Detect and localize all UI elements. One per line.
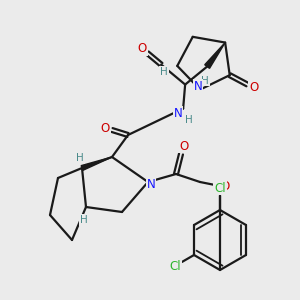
Text: H: H bbox=[160, 67, 168, 76]
Text: O: O bbox=[137, 42, 147, 55]
Text: N: N bbox=[194, 80, 203, 93]
Text: O: O bbox=[220, 179, 230, 193]
Text: H: H bbox=[80, 215, 88, 225]
Text: O: O bbox=[249, 81, 258, 94]
Text: N: N bbox=[174, 107, 182, 120]
Text: Cl: Cl bbox=[169, 260, 181, 272]
Text: H: H bbox=[76, 153, 84, 163]
Text: H: H bbox=[201, 76, 209, 85]
Text: Cl: Cl bbox=[214, 182, 226, 194]
Text: H: H bbox=[185, 115, 193, 124]
Text: O: O bbox=[100, 122, 109, 134]
Text: O: O bbox=[179, 140, 189, 152]
Polygon shape bbox=[81, 157, 112, 170]
Text: N: N bbox=[147, 178, 155, 190]
Polygon shape bbox=[205, 43, 225, 68]
